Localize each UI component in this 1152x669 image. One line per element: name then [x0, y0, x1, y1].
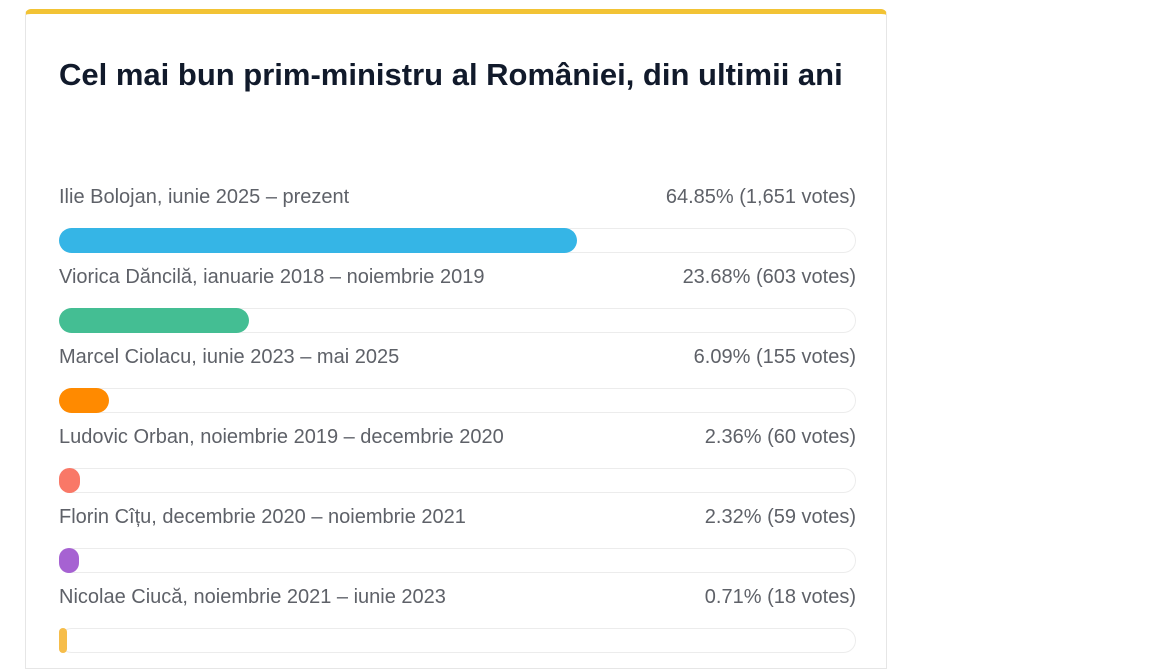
poll-option: Viorica Dăncilă, ianuarie 2018 – noiembr…: [59, 260, 856, 340]
poll-option: Florin Cîțu, decembrie 2020 – noiembrie …: [59, 500, 856, 580]
poll-option: Marcel Ciolacu, iunie 2023 – mai 2025 6.…: [59, 340, 856, 420]
option-bar-track: [59, 468, 856, 493]
option-label: Nicolae Ciucă, noiembrie 2021 – iunie 20…: [59, 586, 446, 608]
poll-option: Nicolae Ciucă, noiembrie 2021 – iunie 20…: [59, 580, 856, 660]
option-bar-fill: [59, 628, 67, 653]
poll-card: Cel mai bun prim-ministru al României, d…: [25, 9, 887, 669]
option-result: 23.68% (603 votes): [682, 266, 856, 288]
option-bar-track: [59, 628, 856, 653]
option-label: Florin Cîțu, decembrie 2020 – noiembrie …: [59, 506, 466, 528]
option-bar-fill: [59, 388, 110, 413]
option-bar-track: [59, 228, 856, 253]
option-result: 2.36% (60 votes): [704, 426, 856, 448]
option-result: 64.85% (1,651 votes): [665, 186, 856, 208]
option-label: Ilie Bolojan, iunie 2025 – prezent: [59, 186, 350, 208]
option-label: Viorica Dăncilă, ianuarie 2018 – noiembr…: [59, 266, 485, 288]
option-bar-track: [59, 308, 856, 333]
option-bar-fill: [59, 228, 577, 253]
option-bar-fill: [59, 468, 80, 493]
poll-option: Ilie Bolojan, iunie 2025 – prezent 64.85…: [59, 180, 856, 260]
poll-option: Ludovic Orban, noiembrie 2019 – decembri…: [59, 420, 856, 500]
option-result: 0.71% (18 votes): [704, 586, 856, 608]
option-label: Marcel Ciolacu, iunie 2023 – mai 2025: [59, 346, 400, 368]
option-bar-fill: [59, 308, 250, 333]
poll-title: Cel mai bun prim-ministru al României, d…: [59, 57, 843, 92]
option-result: 6.09% (155 votes): [693, 346, 856, 368]
poll-options: Ilie Bolojan, iunie 2025 – prezent 64.85…: [59, 180, 856, 660]
option-bar-track: [59, 388, 856, 413]
option-bar-fill: [59, 548, 80, 573]
option-bar-track: [59, 548, 856, 573]
option-result: 2.32% (59 votes): [704, 506, 856, 528]
option-label: Ludovic Orban, noiembrie 2019 – decembri…: [59, 426, 504, 448]
